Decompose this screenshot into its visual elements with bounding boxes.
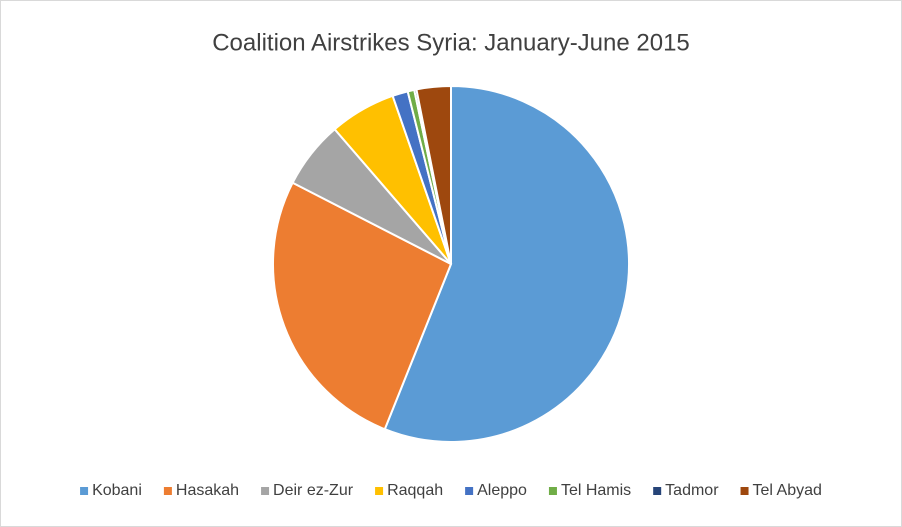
legend-label: Tel Abyad [753,482,822,499]
legend-label: Hasakah [176,482,239,499]
legend: Kobani Hasakah Deir ez-Zur Raqqah Aleppo Tel … [80,482,822,499]
pie-slice [383,84,630,443]
legend-label: Tadmor [665,482,719,499]
legend-swatch [548,487,557,495]
legend-label: Aleppo [477,482,527,499]
pie-slice [415,84,452,265]
pie [272,84,630,443]
legend-label: Raqqah [387,482,443,499]
chart-title: Coalition Airstrikes Syria: January-June… [212,29,690,56]
legend-swatch [163,487,172,495]
legend-label: Deir ez-Zur [273,482,354,499]
legend-swatch [740,487,749,495]
legend-swatch [80,487,89,495]
legend-swatch [375,487,384,495]
legend-swatch [653,487,662,495]
legend-swatch [465,487,474,495]
legend-label: Tel Hamis [561,482,631,499]
pie-slice [272,181,453,431]
legend-label: Kobani [92,482,142,499]
legend-swatch [261,487,270,495]
